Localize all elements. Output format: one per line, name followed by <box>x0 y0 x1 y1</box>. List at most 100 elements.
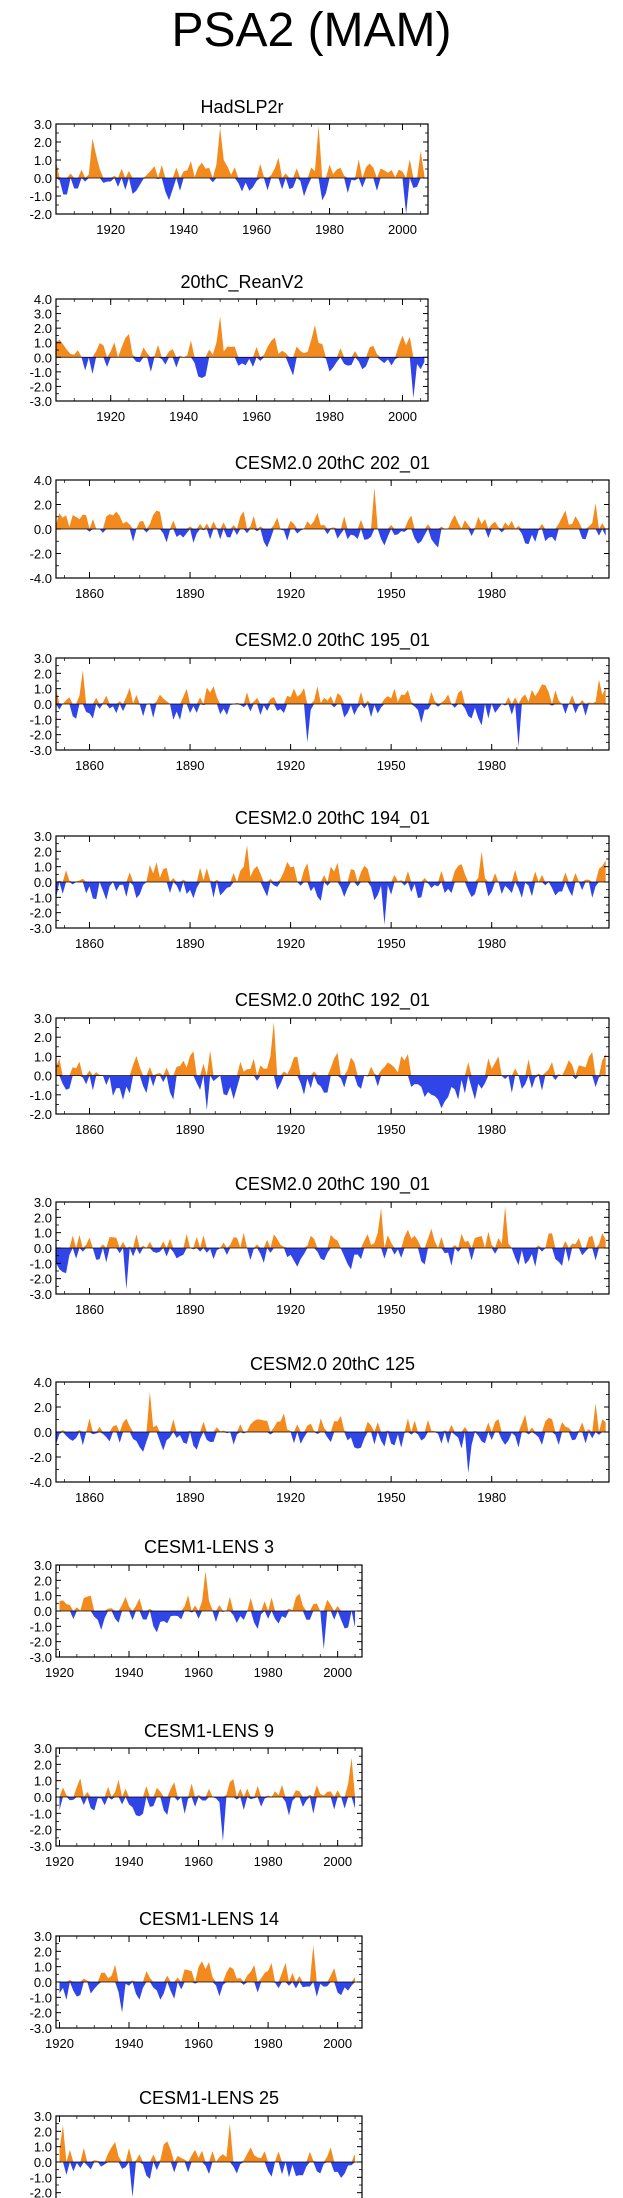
y-tick-label: -2.0 <box>30 1107 52 1122</box>
y-tick-label: 3.0 <box>34 307 52 322</box>
y-tick-label: -2.0 <box>30 728 52 743</box>
positive-area <box>59 1945 356 1982</box>
x-tick-label: 1940 <box>115 1854 144 1869</box>
positive-area <box>56 125 425 178</box>
y-tick-label: -3.0 <box>30 2021 52 2036</box>
y-tick-label: 4.0 <box>34 292 52 307</box>
positive-area <box>56 845 606 882</box>
x-tick-label: 1980 <box>477 1490 506 1505</box>
x-tick-label: 2000 <box>323 1854 352 1869</box>
y-tick-label: 0.0 <box>34 1790 52 1805</box>
x-tick-label: 1950 <box>377 1122 406 1137</box>
y-tick-label: -4.0 <box>30 1475 52 1490</box>
y-tick-label: -1.0 <box>30 712 52 727</box>
x-tick-label: 1860 <box>75 936 104 951</box>
positive-area <box>59 1757 356 1797</box>
x-tick-label: 1890 <box>176 586 205 601</box>
y-tick-label: -2.0 <box>30 547 52 562</box>
x-tick-label: 1950 <box>377 1490 406 1505</box>
negative-area <box>59 1797 356 1842</box>
x-tick-label: 1920 <box>276 1302 305 1317</box>
y-tick-label: 0.0 <box>34 171 52 186</box>
positive-area <box>56 487 606 529</box>
y-tick-label: -1.0 <box>30 890 52 905</box>
negative-area <box>59 1611 356 1650</box>
negative-area <box>56 882 606 925</box>
x-tick-label: 1920 <box>276 1122 305 1137</box>
x-tick-label: 1860 <box>75 758 104 773</box>
panel-title: CESM1-LENS 9 <box>144 1721 274 1741</box>
y-tick-label: 0.0 <box>34 1425 52 1440</box>
x-tick-label: 1960 <box>184 2036 213 2051</box>
x-tick-label: 1980 <box>477 1302 506 1317</box>
y-tick-label: -3.0 <box>30 394 52 409</box>
y-tick-label: 0.0 <box>34 1975 52 1990</box>
y-tick-label: 1.0 <box>34 1960 52 1975</box>
x-tick-label: 1980 <box>477 586 506 601</box>
y-tick-label: -3.0 <box>30 921 52 936</box>
panel-title: 20thC_ReanV2 <box>180 272 303 293</box>
y-tick-label: 3.0 <box>34 117 52 132</box>
x-tick-label: 2000 <box>388 409 417 424</box>
x-tick-label: 1940 <box>115 1665 144 1680</box>
y-tick-label: 1.0 <box>34 860 52 875</box>
panel-title: CESM2.0 20thC 190_01 <box>235 1174 430 1195</box>
y-tick-label: -1.0 <box>30 1256 52 1271</box>
y-tick-label: -1.0 <box>30 2170 52 2185</box>
x-tick-label: 1920 <box>276 586 305 601</box>
y-tick-label: 0.0 <box>34 1604 52 1619</box>
y-tick-label: 3.0 <box>34 1741 52 1756</box>
y-tick-label: -3.0 <box>30 1650 52 1665</box>
positive-area <box>56 1021 606 1076</box>
y-tick-label: 0.0 <box>34 1069 52 1084</box>
y-tick-label: 1.0 <box>34 2140 52 2155</box>
panel-title: HadSLP2r <box>200 97 283 117</box>
x-tick-label: 1980 <box>315 222 344 237</box>
x-tick-label: 1860 <box>75 1122 104 1137</box>
x-tick-label: 1960 <box>184 1854 213 1869</box>
x-tick-label: 1920 <box>276 1490 305 1505</box>
x-tick-label: 1960 <box>242 409 271 424</box>
negative-area <box>56 704 606 747</box>
y-tick-label: -2.0 <box>30 2186 52 2198</box>
positive-area <box>56 670 606 704</box>
y-tick-label: 2.0 <box>34 321 52 336</box>
y-tick-label: 0.0 <box>34 697 52 712</box>
y-tick-label: 1.0 <box>34 1589 52 1604</box>
negative-area <box>56 1432 606 1474</box>
y-tick-label: 2.0 <box>34 666 52 681</box>
y-tick-label: -1.0 <box>30 1088 52 1103</box>
panel-title: CESM1-LENS 3 <box>144 1537 274 1557</box>
panel-title: CESM2.0 20thC 125 <box>250 1354 415 1374</box>
positive-area <box>59 2123 356 2162</box>
y-tick-label: -2.0 <box>30 2006 52 2021</box>
x-tick-label: 1860 <box>75 1302 104 1317</box>
x-tick-label: 1980 <box>477 758 506 773</box>
x-tick-label: 1890 <box>176 758 205 773</box>
x-tick-label: 1940 <box>115 2036 144 2051</box>
x-tick-label: 1890 <box>176 1490 205 1505</box>
y-tick-label: -1.0 <box>30 1806 52 1821</box>
y-tick-label: -2.0 <box>30 1823 52 1838</box>
negative-area <box>56 1248 606 1290</box>
x-tick-label: 1950 <box>377 586 406 601</box>
negative-area <box>56 357 425 399</box>
y-tick-label: 2.0 <box>34 1030 52 1045</box>
y-tick-label: 2.0 <box>34 1944 52 1959</box>
x-tick-label: 1940 <box>169 222 198 237</box>
y-tick-label: -1.0 <box>30 189 52 204</box>
panel-title: CESM1-LENS 14 <box>139 1909 279 1929</box>
x-tick-label: 1960 <box>184 1665 213 1680</box>
y-tick-label: -2.0 <box>30 207 52 222</box>
negative-area <box>56 178 425 214</box>
y-tick-label: 2.0 <box>34 1757 52 1772</box>
y-tick-label: -2.0 <box>30 379 52 394</box>
y-tick-label: 2.0 <box>34 844 52 859</box>
x-tick-label: 2000 <box>388 222 417 237</box>
x-tick-label: 1860 <box>75 586 104 601</box>
panel-title: CESM1-LENS 25 <box>139 2088 279 2108</box>
x-tick-label: 1920 <box>96 222 125 237</box>
positive-area <box>56 1206 606 1248</box>
y-tick-label: 3.0 <box>34 2109 52 2124</box>
